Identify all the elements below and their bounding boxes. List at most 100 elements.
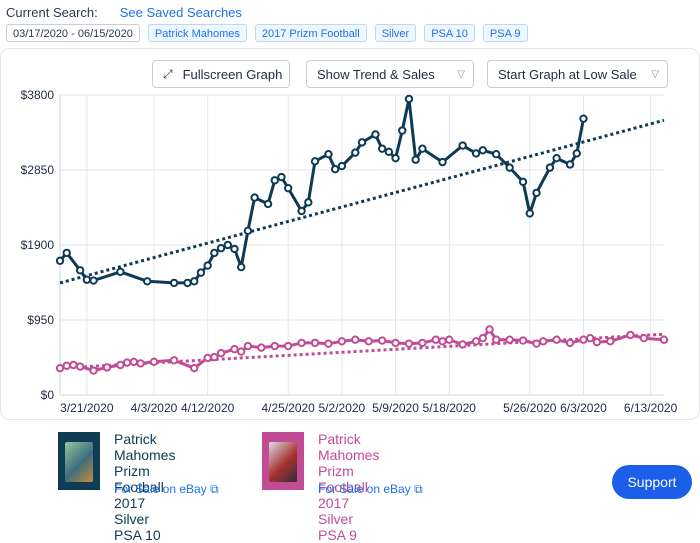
data-point-psa9 (539, 337, 548, 346)
trend-sales-select[interactable]: Show Trend & Sales ▽ (306, 60, 474, 88)
data-point-psa10 (471, 149, 481, 158)
data-point-psa10 (391, 153, 400, 163)
ebay-link-label: For Sale on eBay (318, 482, 411, 496)
data-point-psa9 (257, 343, 266, 352)
data-point-psa10 (377, 144, 387, 153)
x-tick-label: 4/12/2020 (181, 401, 235, 415)
fullscreen-graph-button[interactable]: ⤢ Fullscreen Graph (152, 60, 290, 88)
ebay-link-psa10[interactable]: For Sale on eBay ⧉ (114, 482, 234, 497)
data-point-psa10 (237, 262, 246, 272)
data-point-psa9 (102, 363, 112, 372)
card-title-line: Silver PSA 10 (114, 511, 161, 543)
data-point-psa10 (418, 144, 427, 153)
data-point-psa9 (585, 333, 595, 343)
card-art (65, 442, 93, 482)
data-point-psa9 (210, 352, 219, 362)
x-tick-label: 3/21/2020 (60, 401, 114, 415)
card-image-psa10[interactable] (58, 432, 100, 490)
data-point-psa10 (545, 163, 555, 172)
data-point-psa9 (136, 359, 145, 368)
data-point-psa10 (438, 157, 447, 167)
start-graph-select[interactable]: Start Graph at Low Sale ▽ (487, 60, 668, 88)
data-point-psa10 (398, 126, 407, 135)
saved-searches-link[interactable]: See Saved Searches (119, 4, 242, 20)
series-line-psa10 (58, 97, 585, 285)
data-point-psa9 (75, 362, 85, 371)
data-point-psa10 (384, 147, 394, 157)
data-point-psa9 (659, 335, 669, 344)
date-range-chip[interactable]: 03/17/2020 - 06/15/2020 (6, 24, 140, 42)
card-title-line: Prizm Football 2017 (318, 463, 368, 511)
data-point-psa9 (445, 335, 454, 344)
data-point-psa10 (478, 146, 487, 155)
data-point-psa9 (169, 356, 179, 365)
trend-sales-value: Show Trend & Sales (317, 66, 435, 82)
data-point-psa10 (525, 209, 534, 218)
data-point-psa10 (190, 277, 199, 286)
chip-psa10[interactable]: PSA 10 (424, 24, 475, 42)
fullscreen-icon: ⤢ (163, 66, 173, 81)
data-point-psa9 (337, 337, 347, 346)
data-point-psa10 (203, 261, 212, 270)
data-point-psa9 (270, 341, 279, 351)
ebay-link-label: For Sale on eBay (114, 482, 207, 496)
data-point-psa10 (505, 163, 514, 172)
chip-set[interactable]: 2017 Prizm Football (254, 24, 367, 42)
data-point-psa10 (283, 183, 293, 193)
data-point-psa10 (143, 277, 152, 286)
data-point-psa10 (230, 244, 239, 254)
data-point-psa10 (270, 176, 279, 185)
fullscreen-label: Fullscreen Graph (182, 66, 283, 82)
data-point-psa9 (485, 325, 494, 334)
data-point-psa9 (579, 335, 588, 344)
data-point-psa9 (324, 339, 333, 348)
data-point-psa9 (404, 339, 414, 348)
data-point-psa9 (297, 338, 306, 348)
chip-parallel[interactable]: Silver (374, 24, 417, 42)
data-point-psa9 (62, 361, 71, 370)
data-point-psa9 (518, 336, 528, 345)
data-point-psa9 (391, 338, 400, 348)
data-point-psa9 (310, 338, 320, 348)
data-point-psa9 (431, 335, 441, 344)
data-point-psa10 (330, 165, 340, 174)
y-tick-label: $3800 (21, 88, 55, 102)
card-image-psa9[interactable] (262, 432, 304, 490)
chip-player[interactable]: Patrick Mahomes (147, 24, 247, 42)
data-point-psa9 (129, 357, 139, 367)
data-point-psa9 (418, 338, 427, 348)
data-point-psa10 (324, 150, 333, 159)
x-tick-label: 5/18/2020 (423, 401, 477, 415)
ebay-link-psa9[interactable]: For Sale on eBay ⧉ (318, 482, 438, 497)
y-tick-label: $950 (27, 313, 54, 327)
trend-line-psa10 (59, 118, 665, 285)
data-point-psa10 (82, 275, 92, 284)
support-button[interactable]: Support (612, 465, 692, 499)
data-point-psa10 (169, 278, 179, 288)
data-point-psa10 (518, 177, 528, 187)
x-tick-label: 5/9/2020 (372, 401, 419, 415)
data-point-psa10 (404, 94, 414, 104)
data-point-psa9 (592, 337, 602, 347)
data-point-psa10 (116, 267, 125, 277)
data-point-psa10 (75, 266, 85, 275)
data-point-psa10 (532, 188, 541, 198)
data-point-psa9 (377, 336, 387, 345)
external-link-icon: ⧉ (414, 482, 423, 496)
chip-psa9[interactable]: PSA 9 (482, 24, 528, 42)
data-point-psa10 (310, 157, 320, 166)
data-point-psa9 (626, 330, 635, 340)
y-tick-label: $1900 (21, 238, 55, 252)
data-point-psa10 (263, 199, 273, 209)
card-title-line: Prizm Football 2017 (114, 463, 164, 511)
data-point-psa9 (89, 366, 98, 375)
data-point-psa10 (552, 153, 561, 163)
data-point-psa9 (283, 341, 293, 351)
data-point-psa10 (297, 206, 306, 216)
data-point-psa9 (122, 358, 132, 367)
data-point-psa9 (565, 338, 575, 348)
data-point-psa9 (216, 348, 226, 358)
data-point-psa10 (216, 243, 226, 253)
data-point-psa10 (183, 278, 192, 288)
data-point-psa9 (69, 360, 78, 370)
